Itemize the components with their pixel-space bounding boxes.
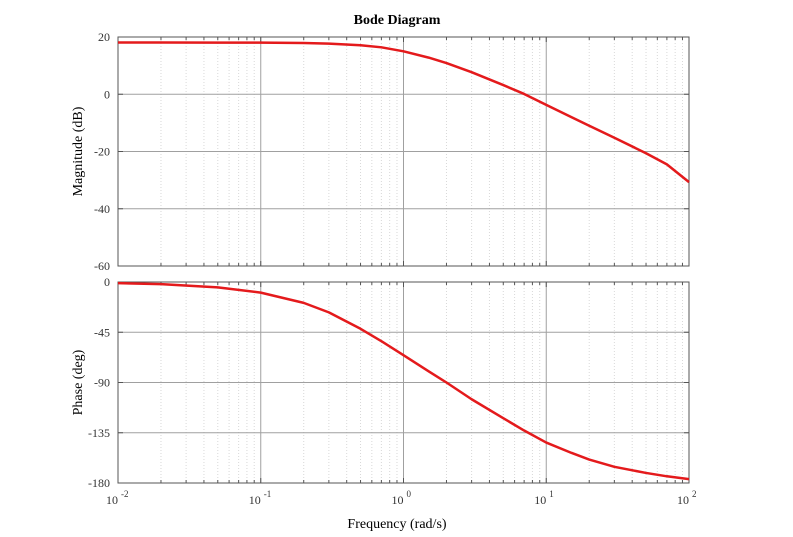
grid-layer xyxy=(118,37,689,483)
phase-series-line xyxy=(117,281,690,481)
x-tick-label: 10 xyxy=(106,493,118,507)
phase-y-tick-label: -180 xyxy=(88,476,110,490)
x-tick-exponent: 2 xyxy=(692,489,697,499)
series-layer xyxy=(117,41,690,481)
magnitude-y-tick-label: -20 xyxy=(94,145,110,159)
phase-y-tick-label: 0 xyxy=(104,275,110,289)
phase-axes-frame xyxy=(117,281,690,484)
magnitude-y-tick-label: -40 xyxy=(94,202,110,216)
magnitude-axes-frame xyxy=(117,36,690,267)
x-tick-label: 10 xyxy=(249,493,261,507)
x-tick-exponent: 0 xyxy=(407,489,412,499)
magnitude-series-line xyxy=(118,41,690,184)
chart-title: Bode Diagram xyxy=(354,13,441,28)
phase-y-tick-label: -90 xyxy=(94,376,110,390)
x-tick-label: 10 xyxy=(534,493,546,507)
magnitude-y-tick-label: -60 xyxy=(94,259,110,273)
x-tick-exponent: 1 xyxy=(549,489,554,499)
x-axis-label: Frequency (rad/s) xyxy=(347,517,446,532)
x-tick-exponent: -2 xyxy=(121,489,129,499)
x-tick-label: 10 xyxy=(392,493,404,507)
x-tick-label: 10 xyxy=(677,493,689,507)
x-tick-exponent: -1 xyxy=(264,489,272,499)
phase-y-tick-label: -45 xyxy=(94,325,110,339)
magnitude-y-tick-label: 20 xyxy=(98,30,110,44)
phase-y-tick-label: -135 xyxy=(88,426,110,440)
magnitude-y-axis-label: Magnitude (dB) xyxy=(71,106,86,196)
magnitude-y-tick-label: 0 xyxy=(104,87,110,101)
phase-y-axis-label: Phase (deg) xyxy=(71,349,86,415)
